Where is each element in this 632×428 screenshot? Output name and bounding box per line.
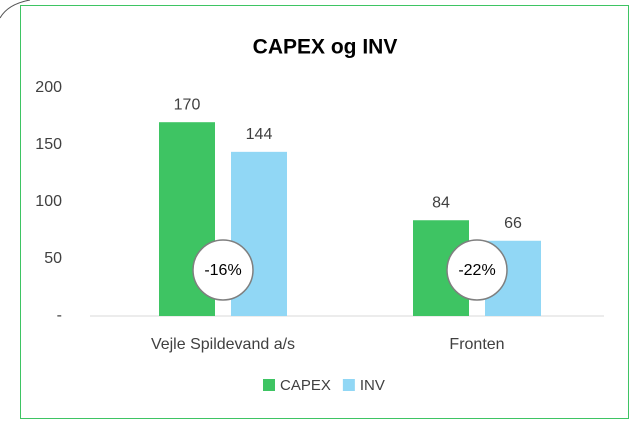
annotation-circle <box>192 239 254 301</box>
legend-label: INV <box>360 377 385 394</box>
chart-title: CAPEX og INV <box>253 36 398 59</box>
corner-curve <box>0 0 31 19</box>
data-label: 170 <box>174 96 201 113</box>
chart-frame <box>20 5 629 419</box>
y-tick-label: - <box>57 307 62 324</box>
x-tick-label: Fronten <box>449 336 504 353</box>
x-tick-label: Vejle Spildevand a/s <box>151 336 295 353</box>
annotation-circle <box>446 239 508 301</box>
y-tick-label: 150 <box>35 136 62 153</box>
annotation: -16% <box>204 262 241 279</box>
legend-swatch <box>263 379 275 391</box>
data-label: 66 <box>504 215 522 232</box>
data-label: 84 <box>432 194 450 211</box>
y-tick-label: 200 <box>35 79 62 96</box>
legend-swatch <box>342 379 355 391</box>
annotation: -22% <box>458 262 495 279</box>
legend-label: CAPEX <box>280 377 331 394</box>
y-tick-label: 50 <box>44 250 62 267</box>
data-label: 144 <box>246 126 273 143</box>
y-tick-label: 100 <box>35 193 62 210</box>
